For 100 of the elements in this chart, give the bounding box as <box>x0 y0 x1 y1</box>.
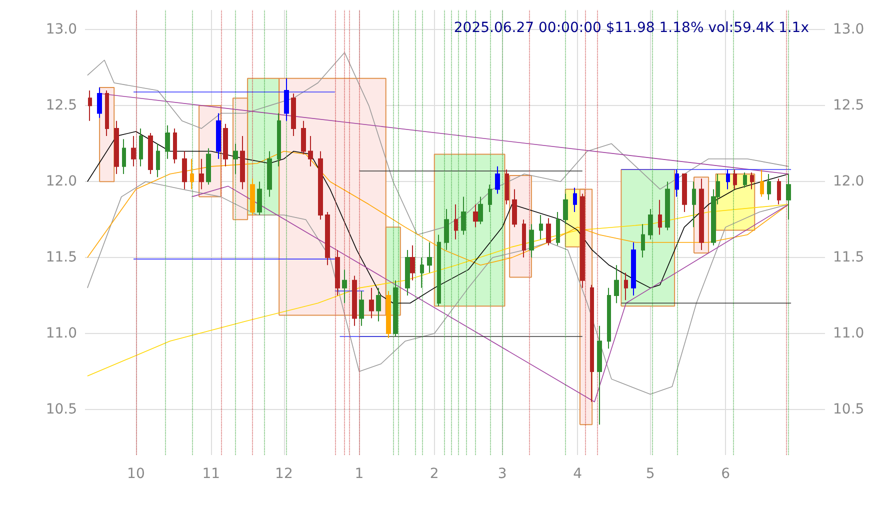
line-series <box>87 204 790 376</box>
x-tick-label: 11 <box>202 466 220 482</box>
line-series <box>87 52 790 236</box>
candlestick <box>216 112 221 160</box>
candlestick <box>478 196 483 225</box>
candlestick <box>556 211 560 246</box>
candlestick <box>473 204 478 228</box>
x-tick-label: 5 <box>646 466 655 482</box>
y-tick-label: 12.5 <box>46 98 77 114</box>
candlestick <box>631 242 636 296</box>
candlestick <box>393 280 398 338</box>
candlestick <box>386 290 391 339</box>
candlestick <box>505 168 509 205</box>
y-tick-label: 11.5 <box>46 250 77 266</box>
y-tick-label: 11.0 <box>46 326 77 342</box>
candlestick <box>692 181 696 228</box>
y-tick-label: 12.0 <box>46 174 77 190</box>
candlestick <box>139 128 143 167</box>
candlestick <box>376 287 381 322</box>
candlestick <box>454 204 458 240</box>
y2-tick-label: 13.0 <box>833 22 864 38</box>
candlestick <box>410 244 415 281</box>
candlestick <box>199 158 204 190</box>
candlestick <box>156 143 160 178</box>
candlestick <box>122 138 126 175</box>
candlestick <box>318 150 323 220</box>
line-series <box>87 150 790 266</box>
candlestick <box>539 214 543 240</box>
y2-tick-label: 11.0 <box>833 326 864 342</box>
line-series <box>191 186 790 402</box>
candlestick <box>420 257 424 288</box>
candlestick <box>223 123 228 167</box>
candlestick <box>405 249 410 296</box>
candlestick <box>488 184 492 212</box>
candlestick <box>699 178 704 250</box>
candlestick <box>325 211 330 266</box>
candlestick <box>369 287 374 319</box>
candlestick <box>597 325 602 426</box>
y-tick-label: 13.0 <box>46 22 77 38</box>
candlestick <box>444 208 449 250</box>
x-tick-label: 4 <box>573 466 582 482</box>
candlestick <box>97 86 102 118</box>
candlestick <box>308 136 313 167</box>
candlestick <box>675 168 679 198</box>
candlestick <box>648 208 653 240</box>
candlestick <box>573 187 577 212</box>
candlestick <box>495 166 500 194</box>
candlestick <box>257 181 262 216</box>
candlestick <box>665 181 670 231</box>
candlestick <box>563 193 568 225</box>
candlestick <box>105 90 109 137</box>
candlestick <box>114 120 119 175</box>
candlestick <box>546 218 551 246</box>
candlestick <box>342 269 347 304</box>
candlestick <box>733 168 737 190</box>
candlestick <box>777 178 781 205</box>
candlestick <box>750 172 754 190</box>
x-tick-label: 12 <box>275 466 293 482</box>
x-tick-label: 1 <box>354 466 364 482</box>
candlestick <box>284 78 289 122</box>
candlestick <box>726 168 730 190</box>
candlestick <box>767 174 771 200</box>
candlestick <box>607 287 611 350</box>
x-tick-label: 3 <box>498 466 507 482</box>
candlestick <box>786 174 791 220</box>
candlestick <box>641 224 645 258</box>
x-tick-label: 2 <box>430 466 439 482</box>
text: 2025.06.27 00:00:00 $11.98 1.18% vol:59.4K 1.1x <box>454 20 810 36</box>
candlestick <box>173 128 177 164</box>
candlestick <box>277 112 281 167</box>
candlestick <box>291 93 296 137</box>
candlestick <box>461 196 466 236</box>
candlestick <box>522 219 526 258</box>
candlestick <box>190 158 194 190</box>
candlestick <box>352 275 357 326</box>
candlestick <box>88 90 92 122</box>
line-series <box>87 131 790 304</box>
candlestick <box>165 124 170 160</box>
candlestick <box>580 193 585 288</box>
candlestick <box>359 290 364 326</box>
candlestick <box>624 272 628 301</box>
candlestick <box>427 242 432 274</box>
candlestick <box>233 143 238 175</box>
y2-tick-label: 12.5 <box>833 98 864 114</box>
candlestick <box>335 249 340 296</box>
candlestick <box>131 136 136 167</box>
y2-tick-label: 10.5 <box>833 401 864 418</box>
candlestick <box>658 199 662 236</box>
candlestick <box>250 178 255 216</box>
candlestick <box>301 120 306 155</box>
candlestick <box>760 168 764 198</box>
candlestick <box>437 234 441 307</box>
candlestick <box>614 264 619 304</box>
candlestick <box>590 284 594 402</box>
x-tick-label: 6 <box>721 466 730 482</box>
candlestick <box>240 136 245 190</box>
candlestick <box>148 132 153 175</box>
candlestick <box>512 188 517 228</box>
candlestick <box>529 224 534 258</box>
candlestick <box>682 174 687 212</box>
